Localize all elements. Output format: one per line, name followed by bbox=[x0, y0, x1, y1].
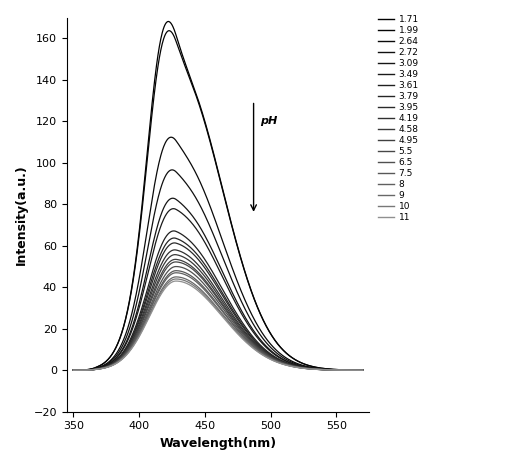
Y-axis label: Intensity(a.u.): Intensity(a.u.) bbox=[15, 164, 28, 265]
Legend: 1.71, 1.99, 2.64, 2.72, 3.09, 3.49, 3.61, 3.79, 3.95, 4.19, 4.58, 4.95, 5.5, 6.5: 1.71, 1.99, 2.64, 2.72, 3.09, 3.49, 3.61… bbox=[377, 14, 420, 223]
X-axis label: Wavelength(nm): Wavelength(nm) bbox=[160, 437, 277, 450]
Text: pH: pH bbox=[260, 116, 278, 126]
